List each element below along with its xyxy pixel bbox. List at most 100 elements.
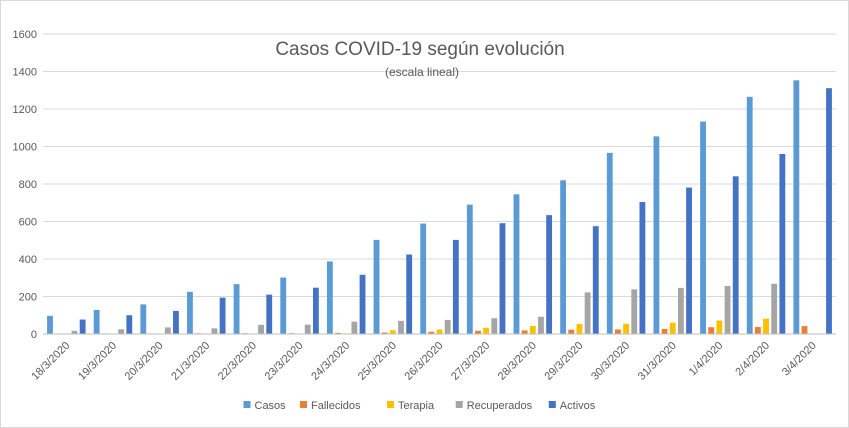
bar-activos — [452, 239, 459, 334]
bar-activos — [592, 226, 599, 334]
bar-casos — [47, 315, 53, 334]
bar-casos — [187, 291, 193, 334]
bar-recuperados — [724, 286, 731, 334]
bar-activos — [126, 315, 133, 334]
bar-casos — [280, 277, 287, 334]
bar-recuperados — [771, 283, 778, 334]
bar-terapia — [763, 318, 769, 334]
y-tick-label: 1400 — [13, 67, 37, 79]
x-tick-label: 3/4/2020 — [780, 340, 819, 379]
bar-casos — [326, 261, 333, 334]
y-tick-label: 1200 — [13, 104, 37, 116]
bar-casos — [653, 136, 660, 334]
bar-recuperados — [677, 287, 684, 334]
x-tick-label: 30/3/2020 — [589, 340, 632, 383]
bar-recuperados — [631, 289, 638, 334]
chart-title: Casos COVID-19 según evolución — [275, 39, 564, 60]
bar-fallecidos — [568, 329, 575, 334]
x-tick-label: 25/3/2020 — [356, 340, 399, 383]
legend-swatch — [243, 401, 251, 408]
x-tick-label: 27/3/2020 — [449, 340, 492, 383]
bar-terapia — [483, 327, 490, 334]
bar-casos — [513, 194, 520, 334]
bar-casos — [466, 204, 473, 334]
y-axis-ticks: 0 200 400 600 800 1000 1200 1400 1600 — [13, 29, 37, 341]
bar-fallecidos — [754, 327, 761, 334]
legend-item-terapia: Terapia — [387, 400, 435, 412]
bar-fallecidos — [381, 332, 388, 334]
legend-item-recuperados: Recuperados — [455, 400, 533, 412]
bar-activos — [686, 187, 692, 334]
bar-recuperados — [211, 328, 218, 334]
bar-activos — [732, 176, 739, 334]
legend-item-fallecidos: Fallecidos — [300, 400, 361, 412]
bar-activos — [779, 154, 786, 334]
x-tick-label: 22/3/2020 — [216, 340, 259, 383]
bar-terapia — [529, 325, 536, 334]
bar-recuperados — [71, 330, 78, 334]
bar-recuperados — [584, 292, 591, 334]
bar-terapia — [436, 329, 443, 334]
bar-fallecidos — [428, 331, 435, 334]
legend-swatch — [548, 401, 556, 408]
bar-activos — [79, 319, 86, 334]
bar-casos — [700, 121, 706, 334]
bar-recuperados — [304, 324, 311, 334]
legend-label: Activos — [560, 400, 596, 412]
bar-recuperados — [351, 321, 358, 334]
legend-label: Terapia — [398, 400, 435, 412]
bar-fallecidos — [615, 329, 621, 334]
x-tick-label: 23/3/2020 — [263, 340, 306, 383]
legend-label: Fallecidos — [311, 400, 361, 412]
bar-recuperados — [258, 324, 264, 334]
bar-activos — [499, 223, 506, 334]
bar-casos — [373, 239, 380, 334]
bar-fallecidos — [661, 328, 668, 334]
x-tick-label: 1/4/2020 — [687, 340, 726, 379]
legend-item-activos: Activos — [548, 400, 596, 412]
bar-recuperados — [444, 319, 451, 334]
bar-recuperados — [491, 318, 498, 334]
bar-casos — [746, 96, 753, 334]
bar-activos — [546, 215, 553, 334]
bars — [47, 80, 832, 334]
legend: Casos Fallecidos Terapia Recuperados Activos — [243, 400, 596, 412]
legend-swatch — [387, 401, 394, 408]
y-tick-label: 200 — [19, 292, 37, 304]
bar-activos — [639, 202, 646, 334]
bar-recuperados — [164, 327, 171, 334]
bar-activos — [359, 274, 366, 334]
bar-casos — [560, 180, 567, 334]
x-tick-label: 26/3/2020 — [403, 340, 446, 383]
bar-casos — [93, 310, 100, 334]
bar-casos — [420, 223, 427, 334]
x-tick-label: 28/3/2020 — [496, 340, 539, 383]
bar-casos — [793, 80, 800, 334]
bar-activos — [219, 297, 226, 334]
x-tick-label: 24/3/2020 — [309, 340, 352, 383]
bar-fallecidos — [475, 330, 481, 334]
y-tick-label: 800 — [19, 179, 37, 191]
bar-fallecidos — [335, 332, 341, 334]
legend-item-casos: Casos — [243, 400, 287, 412]
x-tick-label: 2/4/2020 — [733, 340, 772, 379]
legend-swatch — [455, 401, 463, 408]
bar-fallecidos — [801, 326, 808, 334]
bar-terapia — [389, 330, 396, 334]
bar-recuperados — [538, 316, 544, 334]
legend-label: Casos — [255, 400, 287, 412]
x-axis-ticks: 18/3/2020 19/3/2020 20/3/2020 21/3/2020 22/3… — [29, 340, 818, 383]
legend-label: Recuperados — [467, 400, 533, 412]
bar-activos — [266, 294, 273, 334]
bar-fallecidos — [521, 330, 528, 334]
bar-casos — [140, 304, 147, 334]
x-tick-label: 19/3/2020 — [76, 340, 119, 383]
x-tick-label: 31/3/2020 — [636, 340, 679, 383]
x-tick-label: 18/3/2020 — [29, 340, 72, 383]
x-tick-label: 29/3/2020 — [542, 340, 585, 383]
bar-activos — [173, 310, 179, 334]
y-tick-label: 1600 — [13, 29, 37, 41]
x-tick-label: 21/3/2020 — [169, 340, 212, 383]
